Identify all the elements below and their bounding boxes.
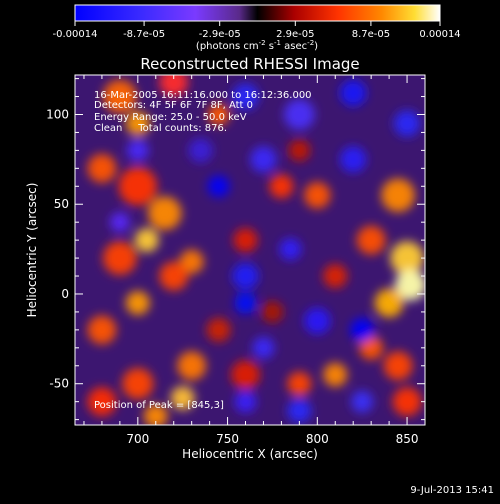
x-axis-label: Heliocentric X (arcsec) bbox=[182, 447, 318, 461]
colorbar-gradient bbox=[74, 4, 441, 22]
annotation-energy-range: Energy Range: 25.0 - 50.0 keV bbox=[94, 112, 247, 123]
x-axis: 700 750 800 850 bbox=[83, 75, 426, 446]
y-tick-label: 100 bbox=[46, 107, 69, 121]
colorbar-ticks: -0.00014 -8.7e-05 -2.9e-05 2.9e-05 8.7e-05 0.… bbox=[53, 21, 461, 40]
peak-position-label: Position of Peak = [845,3] bbox=[94, 400, 224, 411]
colorbar-tick-label: 2.9e-05 bbox=[276, 29, 314, 40]
colorbar-tick-label: -0.00014 bbox=[53, 29, 98, 40]
heatmap-image bbox=[75, 75, 425, 425]
colorbar-tick-label: -2.9e-05 bbox=[199, 29, 241, 40]
annotation-detectors: Detectors: 4F 5F 6F 7F 8F, Att 0 bbox=[94, 100, 253, 111]
y-tick-label: -50 bbox=[49, 377, 69, 391]
colorbar-tick-label: 0.00014 bbox=[419, 29, 460, 40]
colorbar-unit: (photons cm-2 s-1 asec-2) bbox=[196, 39, 318, 52]
colorbar: -0.00014 -8.7e-05 -2.9e-05 2.9e-05 8.7e-05 0.… bbox=[53, 4, 461, 52]
y-axis: -50 0 50 100 bbox=[46, 78, 425, 421]
y-axis-label: Heliocentric Y (arcsec) bbox=[25, 183, 39, 318]
footer-timestamp: 9-Jul-2013 15:41 bbox=[410, 485, 494, 496]
x-tick-label: 750 bbox=[216, 432, 239, 446]
annotation-time-range: 16-Mar-2005 16:11:16.000 to 16:12:36.000 bbox=[94, 90, 312, 101]
x-tick-label: 850 bbox=[396, 432, 419, 446]
x-tick-label: 700 bbox=[126, 432, 149, 446]
colorbar-tick-label: 8.7e-05 bbox=[352, 29, 390, 40]
annotation-counts: Clean Total counts: 876. bbox=[94, 123, 227, 134]
y-tick-label: 0 bbox=[61, 287, 69, 301]
x-tick-label: 800 bbox=[306, 432, 329, 446]
annotation-block: 16-Mar-2005 16:11:16.000 to 16:12:36.000… bbox=[94, 90, 312, 134]
chart-title: Reconstructed RHESSI Image bbox=[140, 55, 359, 73]
colorbar-tick-label: -8.7e-05 bbox=[123, 29, 165, 40]
plot-frame bbox=[74, 74, 426, 426]
y-tick-label: 50 bbox=[54, 197, 69, 211]
